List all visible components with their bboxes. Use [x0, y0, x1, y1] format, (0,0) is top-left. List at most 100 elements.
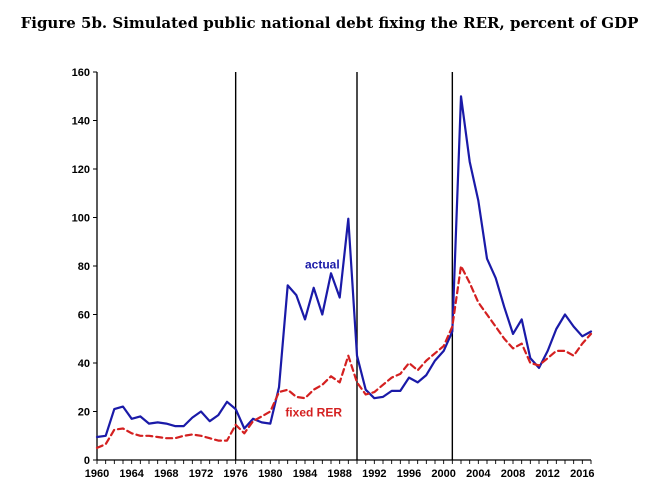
series-line-actual — [95, 95, 593, 439]
x-tick-label: 2012 — [535, 468, 559, 480]
series-label-fixed-rer: fixed RER — [285, 405, 342, 419]
data-point — [469, 161, 471, 163]
x-tick-label: 2008 — [501, 468, 525, 480]
x-tick-label: 1972 — [189, 468, 213, 480]
data-point — [122, 406, 124, 408]
period-markers — [234, 72, 454, 460]
data-point — [547, 357, 549, 359]
data-point — [183, 425, 185, 427]
x-tick-label: 1988 — [327, 468, 351, 480]
data-point — [278, 391, 280, 393]
data-point — [521, 319, 523, 321]
data-point — [270, 411, 272, 413]
data-point — [166, 423, 168, 425]
y-tick-label: 0 — [84, 455, 90, 467]
data-point — [131, 433, 133, 435]
data-point — [408, 377, 410, 379]
data-point — [478, 302, 480, 304]
data-point — [573, 326, 575, 328]
data-point — [105, 435, 107, 437]
data-point — [382, 384, 384, 386]
y-tick-label: 60 — [78, 310, 90, 322]
data-point — [478, 200, 480, 202]
data-point — [244, 433, 246, 435]
data-point — [157, 436, 159, 438]
x-tick-label: 1976 — [223, 468, 247, 480]
data-point — [148, 423, 150, 425]
data-point — [382, 396, 384, 398]
data-point — [270, 423, 272, 425]
x-tick-label: 1984 — [293, 468, 318, 480]
data-point — [512, 333, 514, 335]
data-point — [495, 277, 497, 279]
data-point — [322, 314, 324, 316]
data-point — [157, 422, 159, 424]
data-point — [261, 416, 263, 418]
data-point — [148, 435, 150, 437]
data-point — [200, 411, 202, 413]
data-point — [573, 355, 575, 357]
data-point — [564, 350, 566, 352]
data-point — [330, 376, 332, 378]
data-point — [460, 96, 462, 98]
data-point — [131, 418, 133, 420]
data-point — [348, 355, 350, 357]
data-point — [486, 314, 488, 316]
series-label-actual: actual — [305, 257, 340, 271]
y-tick-label: 80 — [78, 261, 90, 273]
data-point — [114, 408, 116, 410]
data-point — [538, 367, 540, 369]
data-point — [296, 396, 298, 398]
data-point — [365, 389, 367, 391]
data-point — [434, 353, 436, 355]
data-point — [452, 331, 454, 333]
data-point — [356, 355, 358, 357]
data-point — [564, 314, 566, 316]
data-point — [530, 362, 532, 364]
data-point — [400, 390, 402, 392]
data-point — [504, 306, 506, 308]
axes: 0 20 40 60 80 100 120 140 160 1960 1964 1968 1972 197… — [72, 67, 595, 480]
data-point — [140, 435, 142, 437]
data-point — [365, 394, 367, 396]
data-point — [469, 282, 471, 284]
data-point — [105, 443, 107, 445]
y-tick-label: 20 — [78, 407, 90, 419]
data-point — [183, 435, 185, 437]
data-point — [192, 417, 194, 419]
data-point — [218, 414, 220, 416]
data-point — [590, 331, 592, 333]
data-point — [400, 373, 402, 375]
data-point — [261, 422, 263, 424]
data-point — [426, 360, 428, 362]
x-tick-label: 2004 — [466, 468, 491, 480]
y-tick-label: 160 — [72, 67, 90, 79]
x-tick-label: 1996 — [397, 468, 421, 480]
data-point — [287, 285, 289, 287]
series-labels: actual fixed RER — [285, 257, 342, 419]
series-group — [95, 95, 593, 449]
x-tick-label: 2016 — [570, 468, 594, 480]
data-point — [443, 350, 445, 352]
x-tick-label: 1964 — [119, 468, 144, 480]
data-point — [174, 425, 176, 427]
data-point — [374, 391, 376, 393]
data-point — [530, 357, 532, 359]
data-point — [313, 389, 315, 391]
data-point — [209, 437, 211, 439]
data-point — [391, 390, 393, 392]
data-point — [322, 384, 324, 386]
data-point — [252, 418, 254, 420]
data-point — [96, 447, 98, 449]
data-point — [218, 440, 220, 442]
data-point — [174, 437, 176, 439]
data-point — [235, 408, 237, 410]
data-point — [512, 348, 514, 350]
y-tick-label: 100 — [72, 213, 90, 225]
series-line-fixed-rer — [95, 264, 593, 449]
data-point — [408, 362, 410, 364]
data-point — [166, 437, 168, 439]
data-point — [495, 326, 497, 328]
data-point — [547, 350, 549, 352]
data-point — [348, 218, 350, 220]
